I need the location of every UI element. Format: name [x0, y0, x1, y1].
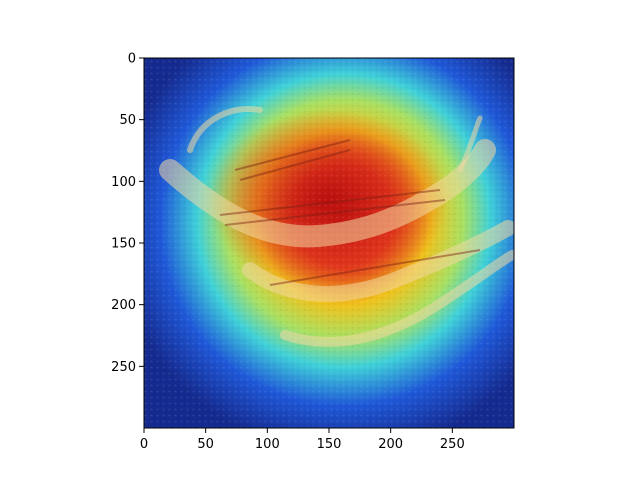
lizard-scales — [219, 139, 481, 286]
lizard-silhouette — [159, 106, 514, 347]
y-axis: 0 50 100 150 200 250 — [111, 52, 144, 375]
y-tick-label: 150 — [111, 237, 136, 252]
y-tick-label: 0 — [128, 52, 136, 67]
plot-area — [144, 58, 514, 428]
y-tick-label: 50 — [119, 113, 136, 128]
x-tick-label: 100 — [255, 437, 280, 452]
y-tick-label: 100 — [111, 175, 136, 190]
x-tick-label: 0 — [140, 437, 148, 452]
x-tick-label: 150 — [317, 437, 342, 452]
x-tick-label: 200 — [378, 437, 403, 452]
x-axis: 0 50 100 150 200 250 — [140, 428, 465, 452]
x-tick-label: 50 — [197, 437, 214, 452]
x-tick-label: 250 — [440, 437, 465, 452]
y-tick-label: 250 — [111, 360, 136, 375]
y-tick-label: 200 — [111, 298, 136, 313]
